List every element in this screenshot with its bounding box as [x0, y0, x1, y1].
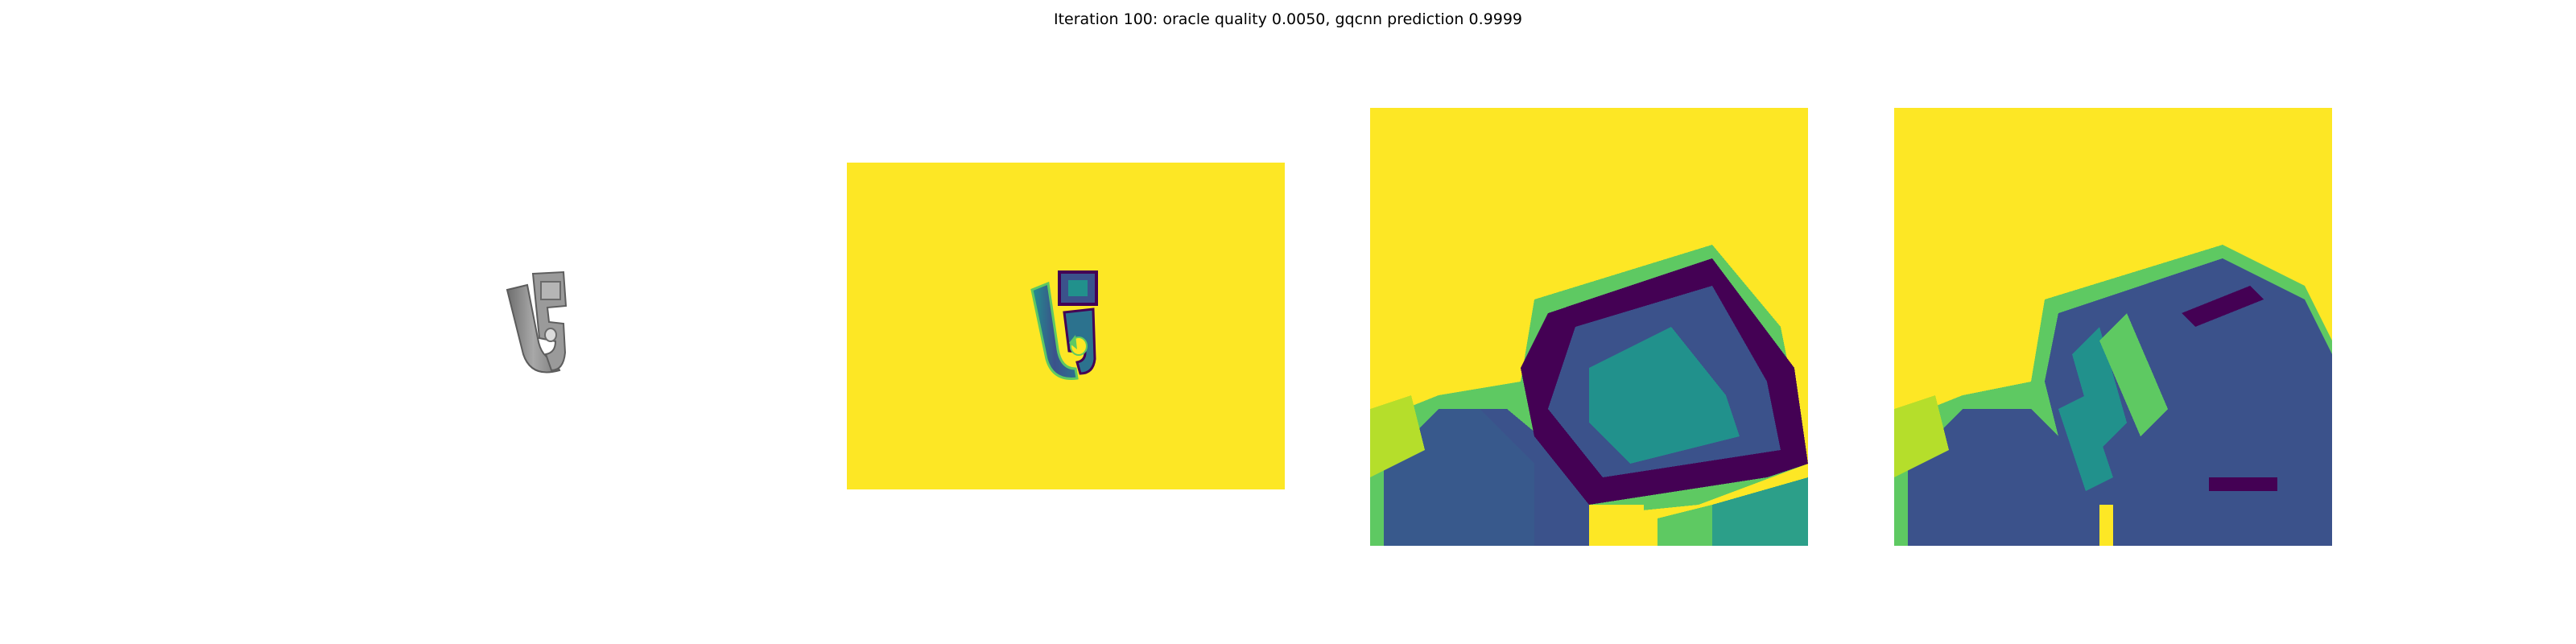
figure-title: Iteration 100: oracle quality 0.0050, gq…	[1053, 10, 1522, 28]
rendered-object-image	[506, 270, 568, 374]
depth-image-panel	[847, 163, 1285, 489]
grasp-crop-2-image	[1894, 108, 2332, 546]
grasp-crop-2-panel	[1894, 108, 2332, 546]
rendered-object-panel	[483, 258, 596, 386]
grasp-crop-1-image	[1370, 108, 1808, 546]
depth-image	[847, 163, 1285, 489]
grasp-crop-1-panel	[1370, 108, 1808, 546]
